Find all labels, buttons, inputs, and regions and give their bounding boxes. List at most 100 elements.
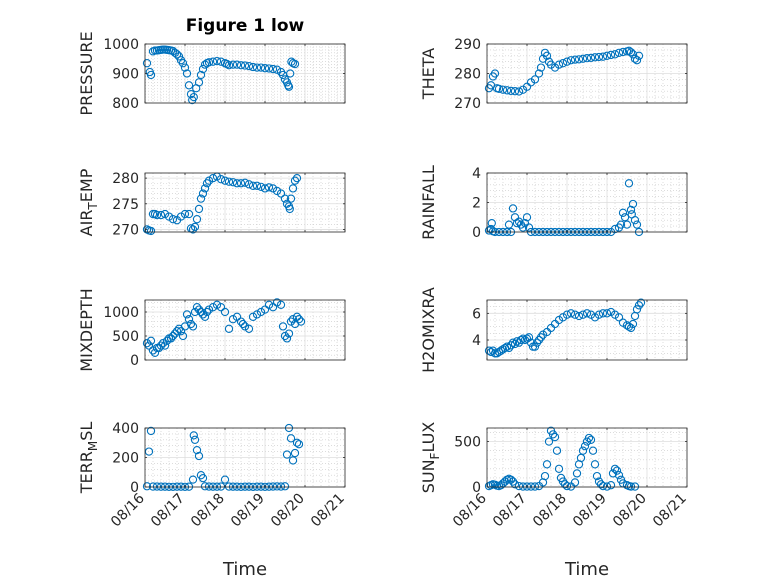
data-point (512, 218, 522, 228)
y-axis-label: PRESSURE (77, 31, 96, 115)
data-point (532, 338, 542, 347)
data-point (166, 334, 176, 343)
data-point (536, 63, 546, 72)
data-point (200, 60, 210, 69)
data-point (522, 213, 532, 222)
data-point (292, 312, 302, 321)
y-tick-label: 0 (130, 480, 139, 496)
y-tick-label: 800 (112, 96, 139, 112)
data-point (294, 440, 304, 449)
data-point (280, 331, 290, 341)
data-point (146, 426, 156, 436)
axes-frame (144, 172, 346, 233)
data-point (182, 310, 192, 319)
x-tick-label: 08/21 (650, 491, 690, 531)
data-point (248, 181, 258, 190)
y-tick-label: 270 (112, 222, 139, 238)
data-point (220, 475, 230, 484)
axes-frame (486, 427, 688, 488)
y-tick-label: 6 (472, 306, 481, 322)
data-point (232, 312, 242, 321)
data-point (244, 180, 254, 189)
y-tick-label: 200 (112, 451, 139, 467)
data-point (626, 48, 636, 57)
y-tick-label: 4 (472, 166, 481, 182)
y-axis-label: AIRTEMP (77, 168, 100, 236)
data-point (487, 218, 496, 228)
data-point (244, 324, 254, 333)
data-point (188, 322, 198, 331)
y-tick-label: 280 (112, 171, 139, 187)
y-tick-label: 280 (454, 67, 481, 83)
data-point (212, 56, 222, 66)
data-point (534, 69, 544, 78)
data-point (562, 57, 572, 66)
x-tick-label: 08/17 (148, 491, 188, 531)
data-point (614, 313, 624, 322)
data-point (200, 312, 210, 321)
data-point (290, 448, 300, 458)
data-point (288, 456, 298, 465)
data-point (186, 319, 196, 329)
data-point (198, 189, 208, 198)
data-point (614, 48, 624, 57)
subplot-2: 270 280 290 THETA (419, 37, 688, 112)
data-point (518, 334, 528, 343)
data-point (248, 312, 258, 321)
x-tick-label: 08/17 (490, 491, 530, 531)
data-point (282, 450, 292, 459)
data-point (196, 307, 206, 317)
data-point (570, 55, 580, 64)
data-point (168, 331, 178, 341)
plot-area (487, 300, 687, 360)
data-point (152, 482, 162, 491)
data-point (602, 51, 612, 60)
data-point (252, 63, 262, 72)
axes-frame (486, 299, 688, 361)
data-point (196, 194, 206, 203)
x-tick-label: 08/18 (188, 491, 228, 531)
data-point (176, 327, 186, 336)
data-point (562, 481, 572, 491)
data-point (268, 64, 278, 74)
data-point (248, 62, 258, 72)
data-point (268, 482, 278, 491)
data-point (570, 478, 580, 487)
data-point (610, 464, 620, 473)
data-point (184, 209, 194, 219)
data-point (284, 82, 294, 91)
data-point (180, 63, 190, 72)
data-point (574, 311, 584, 321)
data-point (632, 56, 642, 65)
data-point (288, 184, 298, 193)
data-point (156, 341, 166, 350)
data-point (522, 482, 532, 491)
data-point (614, 471, 624, 480)
data-point (504, 343, 514, 353)
subplot-1: 800 900 1000 PRESSURE (77, 31, 346, 116)
data-point (228, 178, 238, 187)
data-point (272, 298, 282, 307)
data-point (236, 61, 246, 70)
data-point (260, 64, 270, 73)
data-point (256, 182, 266, 192)
data-point (194, 78, 204, 87)
data-point (276, 189, 286, 198)
data-point (238, 319, 248, 329)
data-point (594, 52, 604, 62)
data-point (224, 61, 234, 70)
y-tick-label: 0 (130, 353, 139, 369)
data-point (146, 226, 156, 236)
data-point (508, 204, 518, 213)
data-point (208, 57, 218, 66)
data-point (252, 181, 262, 190)
data-point (530, 482, 540, 491)
data-point (268, 303, 278, 312)
data-point (628, 199, 638, 209)
x-tick-label: 08/21 (308, 491, 348, 531)
y-axis-label: THETA (419, 48, 438, 100)
data-point (148, 482, 158, 491)
data-point (610, 50, 620, 59)
data-point (192, 215, 202, 224)
